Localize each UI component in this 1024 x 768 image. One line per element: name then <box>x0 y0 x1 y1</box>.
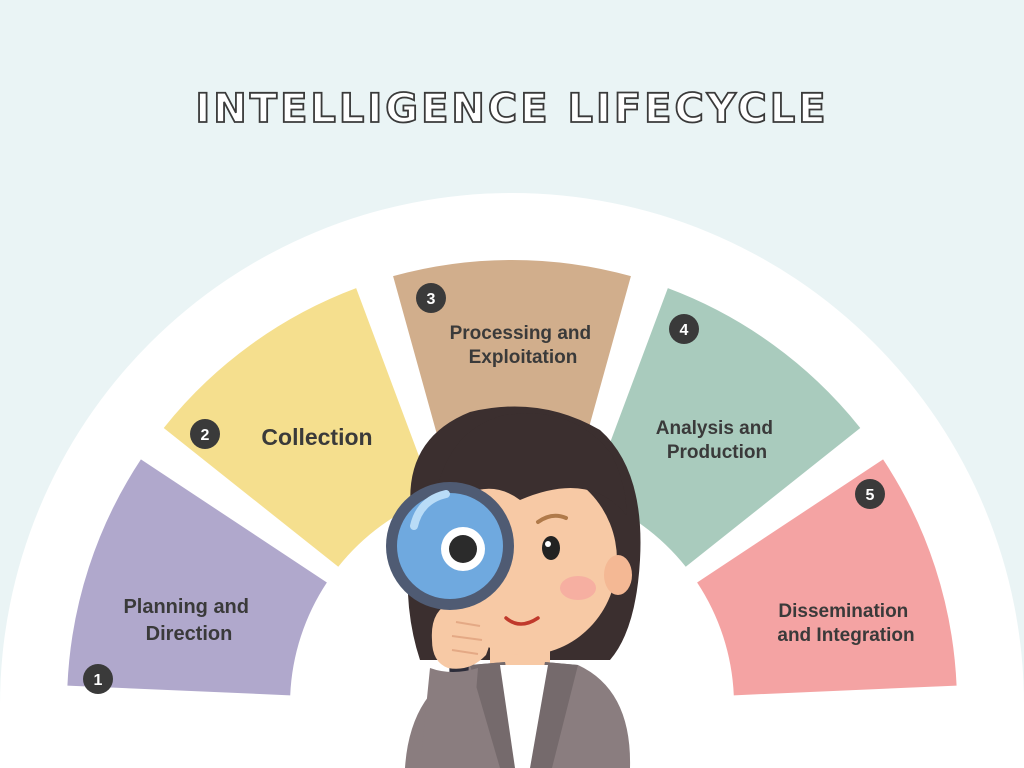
blazer-shading <box>470 662 578 768</box>
stage-1-number: 1 <box>94 672 103 689</box>
stage-1-label-line-2: Direction <box>146 623 233 645</box>
ear <box>604 555 632 595</box>
hand-fingers <box>451 621 483 655</box>
stage-5-badge: 5 <box>855 479 885 509</box>
stage-badges: 1 2 3 4 5 <box>83 283 885 694</box>
stage-labels: Planning and Direction Collection Proces… <box>123 323 914 646</box>
stage-5-label: Dissemination and Integration <box>777 601 914 646</box>
stage-4-label: Analysis and Production <box>656 418 779 463</box>
segment-collection <box>163 288 435 567</box>
eyebrow <box>536 513 568 524</box>
mouth <box>504 616 540 626</box>
stage-4-number: 4 <box>680 322 689 339</box>
stage-3-number: 3 <box>427 291 436 308</box>
stage-3-label-line-1: Processing and <box>450 323 592 344</box>
stage-2-badge: 2 <box>190 419 220 449</box>
blush <box>560 576 596 600</box>
stage-2-label: Collection <box>261 424 372 450</box>
magnified-eye <box>449 535 477 563</box>
hand <box>431 602 492 669</box>
stage-5-label-line-1: Dissemination <box>778 601 908 622</box>
stage-3-label: Processing and Exploitation <box>450 323 597 368</box>
stage-3-badge: 3 <box>416 283 446 313</box>
hair-fringe <box>432 413 627 520</box>
stage-5-number: 5 <box>866 487 875 504</box>
stage-1-label-line-1: Planning and <box>123 596 249 618</box>
shirt <box>500 665 548 768</box>
stage-3-label-line-2: Exploitation <box>469 347 578 368</box>
stage-1-badge: 1 <box>83 664 113 694</box>
segment-dissemination-integration <box>697 459 957 696</box>
segment-planning-direction <box>67 459 327 696</box>
magnifier-glare <box>410 490 450 530</box>
stage-4-badge: 4 <box>669 314 699 344</box>
stage-5-label-line-2: and Integration <box>777 625 914 646</box>
eye <box>542 536 560 560</box>
eye-highlight <box>545 541 551 547</box>
stage-2-number: 2 <box>201 427 210 444</box>
woman-with-magnifying-glass-illustration <box>386 406 641 768</box>
stage-4-label-line-1: Analysis and <box>656 418 773 439</box>
diagram-title: INTELLIGENCE LIFECYCLE <box>195 86 828 132</box>
stage-1-label: Planning and Direction <box>123 596 254 645</box>
stage-4-label-line-2: Production <box>667 442 767 463</box>
segment-analysis-production <box>589 288 861 567</box>
sleeve <box>420 668 478 768</box>
